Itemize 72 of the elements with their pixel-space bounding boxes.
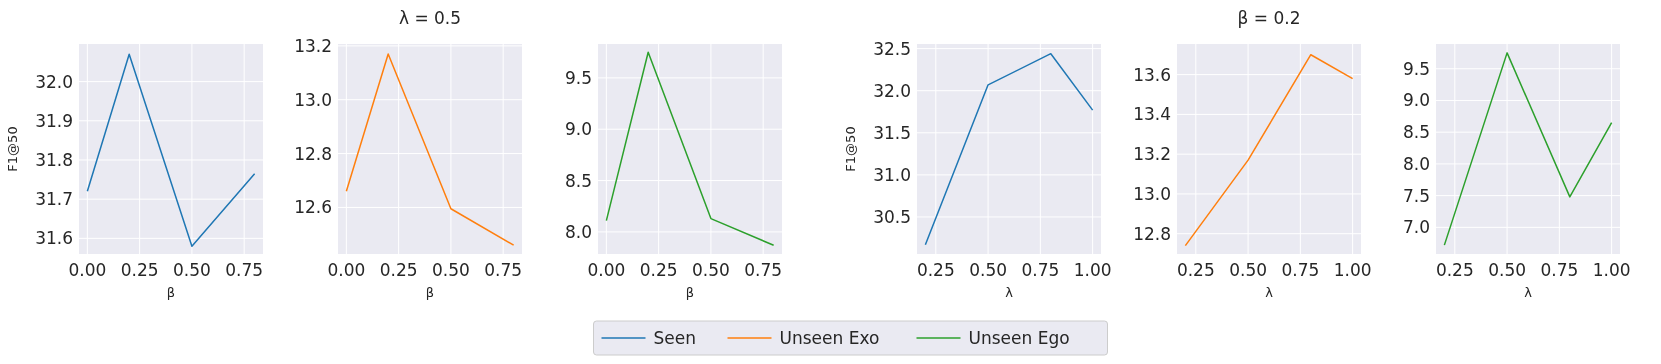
- line-series: [86, 53, 256, 247]
- y-tick-label: 7.5: [1402, 185, 1430, 206]
- y-tick-label: 31.0: [873, 164, 911, 185]
- y-tick-label: 13.2: [1133, 144, 1171, 165]
- x-tick-label: 0.25: [916, 260, 955, 280]
- y-tick-label: 7.0: [1402, 217, 1430, 238]
- legend-label: Seen: [653, 327, 696, 348]
- x-tick-label: 0.75: [1540, 260, 1579, 280]
- y-tick-label: 13.0: [294, 89, 332, 110]
- x-axis-title: β: [166, 285, 176, 300]
- legend-label: Unseen Exo: [779, 327, 880, 348]
- y-tick-label: 31.9: [35, 110, 73, 131]
- x-axis-title: λ: [1265, 285, 1274, 300]
- legend-label: Unseen Ego: [968, 327, 1070, 348]
- x-tick-label: 0.75: [744, 260, 783, 280]
- line-series: [1443, 52, 1613, 246]
- x-tick-label: 0.00: [327, 260, 366, 280]
- y-tick-label: 31.8: [35, 149, 73, 170]
- x-tick-label: 0.75: [1021, 260, 1060, 280]
- x-tick-label: 0.25: [120, 260, 159, 280]
- x-axis-title: β: [685, 285, 695, 300]
- x-tick-label: 0.75: [484, 260, 523, 280]
- x-tick-label: 0.50: [1229, 260, 1268, 280]
- x-tick-label: 1.00: [1073, 260, 1112, 280]
- x-tick-label: 0.50: [969, 260, 1008, 280]
- y-tick-label: 13.2: [294, 35, 332, 56]
- y-axis-title: F1@50: [843, 126, 858, 172]
- y-tick-label: 12.8: [1133, 223, 1171, 244]
- y-tick-label: 32.0: [873, 80, 911, 101]
- x-tick-label: 0.00: [68, 260, 107, 280]
- x-tick-label: 0.50: [691, 260, 730, 280]
- x-axis-title: λ: [1005, 285, 1014, 300]
- x-tick-label: 0.50: [1488, 260, 1527, 280]
- x-tick-label: 0.25: [639, 260, 678, 280]
- y-tick-label: 9.0: [1402, 90, 1430, 111]
- y-tick-label: 8.0: [1402, 153, 1430, 174]
- y-tick-label: 12.8: [294, 143, 332, 164]
- y-tick-label: 13.6: [1133, 64, 1171, 85]
- x-tick-label: 0.25: [1435, 260, 1474, 280]
- y-tick-label: 32.5: [873, 38, 911, 59]
- x-tick-label: 0.25: [1176, 260, 1215, 280]
- y-tick-label: 32.0: [35, 71, 73, 92]
- y-tick-label: 12.6: [294, 197, 332, 218]
- y-tick-label: 8.0: [564, 221, 592, 242]
- chart-title: λ = 0.5: [398, 8, 462, 28]
- y-tick-label: 8.5: [1402, 122, 1430, 143]
- x-tick-label: 0.75: [225, 260, 264, 280]
- y-tick-label: 31.5: [873, 122, 911, 143]
- line-series: [924, 52, 1094, 246]
- y-tick-label: 30.5: [873, 206, 911, 227]
- x-tick-label: 0.50: [431, 260, 470, 280]
- line-series: [605, 51, 775, 247]
- chart-title: β = 0.2: [1237, 8, 1301, 28]
- x-axis-title: λ: [1524, 285, 1533, 300]
- line-series: [1184, 53, 1354, 247]
- y-tick-label: 13.4: [1133, 104, 1171, 125]
- x-tick-label: 0.00: [587, 260, 626, 280]
- y-tick-label: 9.5: [564, 67, 592, 88]
- x-axis-title: β: [425, 285, 435, 300]
- y-axis-title: F1@50: [5, 126, 20, 172]
- x-tick-label: 0.25: [379, 260, 418, 280]
- y-tick-label: 31.7: [35, 189, 73, 210]
- y-tick-label: 8.5: [564, 170, 592, 191]
- line-series: [345, 53, 515, 246]
- x-tick-label: 0.50: [172, 260, 211, 280]
- x-tick-label: 1.00: [1592, 260, 1631, 280]
- y-tick-label: 13.0: [1133, 183, 1171, 204]
- y-tick-label: 9.0: [564, 119, 592, 140]
- y-tick-label: 31.6: [35, 228, 73, 249]
- y-tick-label: 9.5: [1402, 58, 1430, 79]
- x-tick-label: 0.75: [1281, 260, 1320, 280]
- x-tick-label: 1.00: [1333, 260, 1372, 280]
